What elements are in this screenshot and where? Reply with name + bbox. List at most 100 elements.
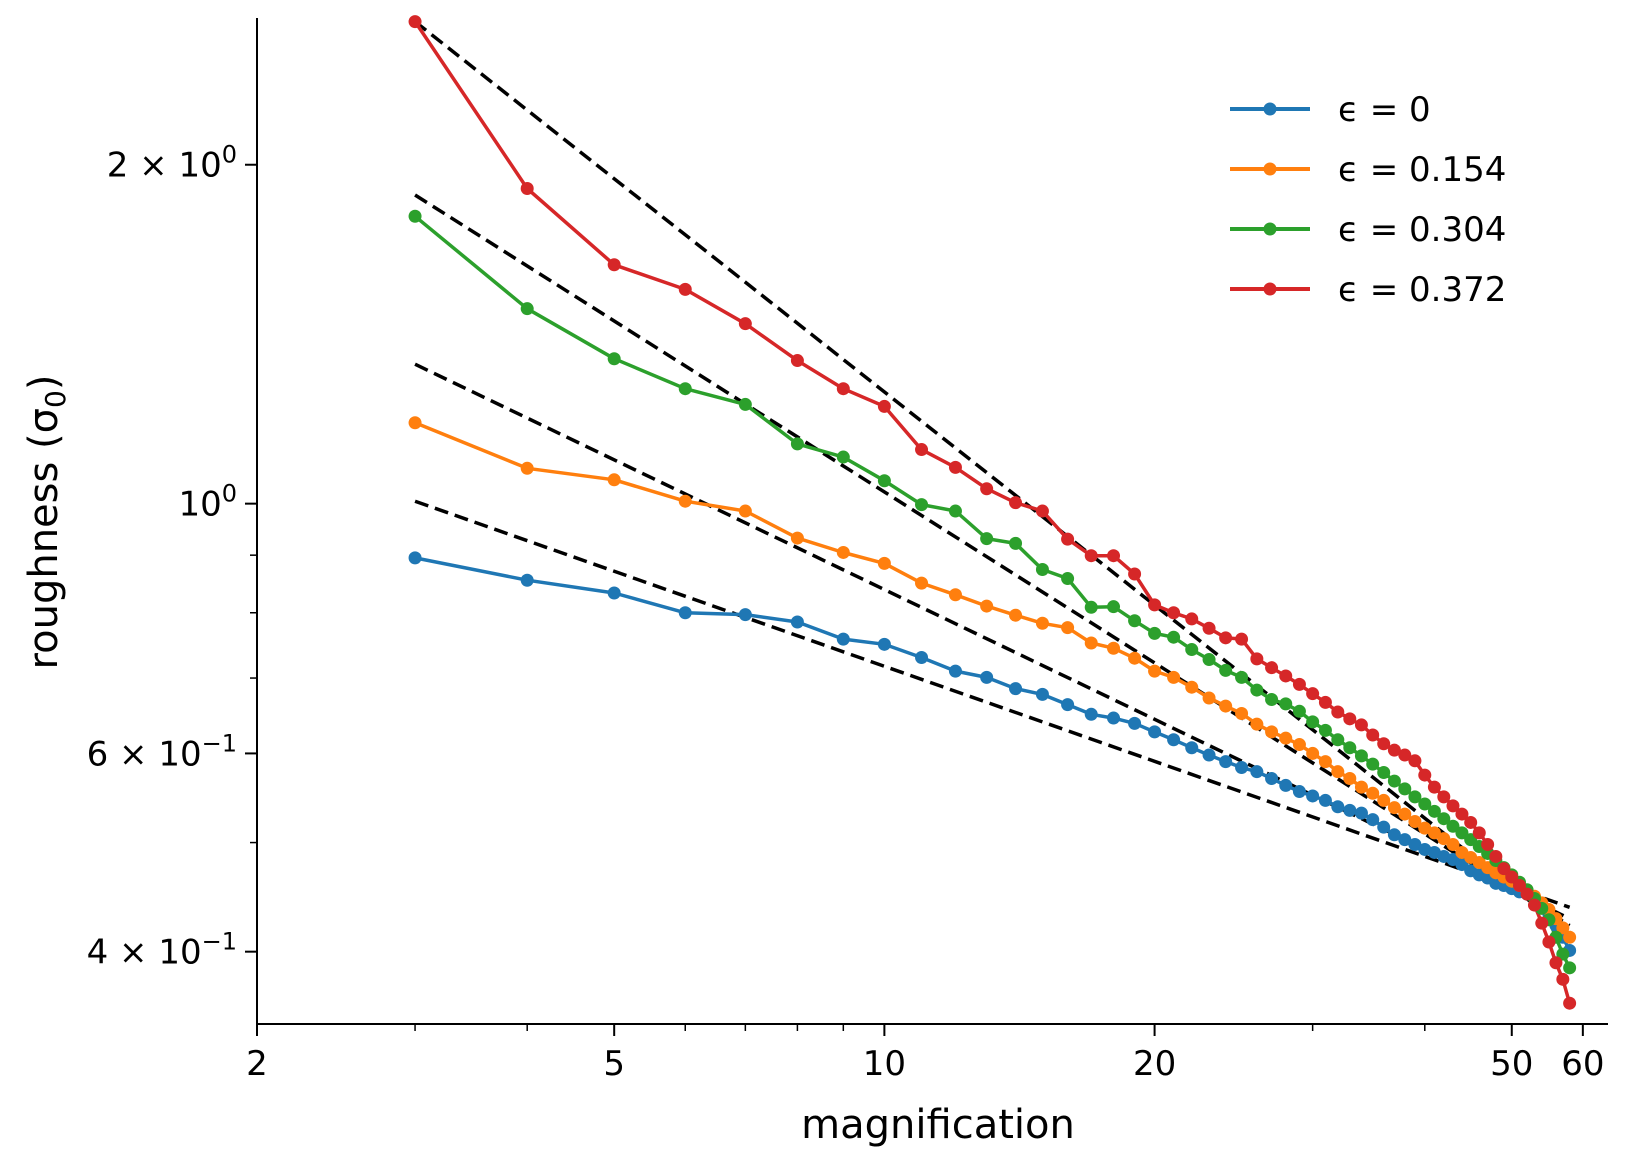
data-point (1009, 496, 1023, 510)
data-point (1505, 870, 1519, 884)
data-point (520, 573, 534, 587)
data-point (1250, 652, 1264, 666)
data-point (1387, 774, 1401, 788)
data-point (1265, 692, 1279, 706)
data-point (1185, 612, 1199, 626)
y-tick-label: 100 (178, 480, 237, 525)
data-point (877, 637, 891, 651)
data-point (1292, 785, 1306, 799)
data-point (1167, 606, 1181, 620)
data-point (1265, 725, 1279, 739)
data-point (1408, 838, 1422, 852)
legend-item-3: ϵ = 0.372 (1230, 270, 1506, 310)
data-point (1354, 749, 1368, 763)
data-point (915, 498, 929, 512)
data-point (1446, 819, 1460, 833)
fit-line-0 (414, 499, 1571, 909)
data-point (877, 399, 891, 413)
fit-line-2 (414, 193, 1571, 927)
data-point (1235, 670, 1249, 684)
data-point (1455, 807, 1469, 821)
data-point (836, 382, 850, 396)
data-point (1035, 616, 1049, 630)
data-point (1489, 849, 1503, 863)
data-point (678, 606, 692, 620)
legend-swatch-marker (1263, 222, 1277, 236)
data-point (948, 664, 962, 678)
data-point (1107, 711, 1121, 725)
series-markers-2 (408, 209, 1577, 975)
data-point (1418, 821, 1432, 835)
data-point (1148, 598, 1162, 612)
data-point (836, 632, 850, 646)
data-point (678, 282, 692, 296)
y-tick-label-exponent: −1 (202, 729, 237, 757)
data-point (738, 608, 752, 622)
y-tick-label: 4 × 10−1 (87, 928, 237, 973)
data-point (980, 599, 994, 613)
legend-label: ϵ = 0.154 (1338, 150, 1506, 190)
data-point (1343, 712, 1357, 726)
data-point (1084, 549, 1098, 563)
data-point (738, 397, 752, 411)
data-point (408, 551, 422, 565)
data-point (790, 531, 804, 545)
data-point (877, 556, 891, 570)
y-axis-title-close: ) (21, 375, 67, 391)
data-point (1235, 707, 1249, 721)
data-point (1279, 778, 1293, 792)
data-point (1061, 572, 1075, 586)
data-point (1387, 801, 1401, 815)
data-point (1009, 608, 1023, 622)
data-point (1250, 717, 1264, 731)
data-point (1009, 682, 1023, 696)
data-point (408, 209, 422, 223)
data-point (1167, 733, 1181, 747)
data-point (1387, 828, 1401, 842)
data-point (1377, 820, 1391, 834)
x-tick-label: 50 (1490, 1044, 1533, 1084)
data-point (1556, 921, 1570, 935)
data-point (1219, 631, 1233, 645)
data-point (1556, 972, 1570, 986)
legend-swatch-marker (1263, 102, 1277, 116)
x-tick-label: 20 (1133, 1044, 1176, 1084)
data-point (1185, 643, 1199, 657)
y-tick-label-exponent: 0 (222, 480, 237, 508)
data-point (1398, 782, 1412, 796)
data-point (1377, 737, 1391, 751)
data-point (1354, 718, 1368, 732)
data-point (1185, 741, 1199, 755)
data-point (1219, 755, 1233, 769)
data-point (1318, 755, 1332, 769)
data-point (915, 576, 929, 590)
data-point (790, 615, 804, 629)
fit-lines (413, 20, 1571, 934)
legend-swatch-marker (1263, 282, 1277, 296)
data-point (1366, 813, 1380, 827)
data-point (1331, 765, 1345, 779)
data-point (520, 461, 534, 475)
data-point (1235, 632, 1249, 646)
data-point (1202, 748, 1216, 762)
data-point (1279, 731, 1293, 745)
legend-label: ϵ = 0.304 (1338, 210, 1506, 250)
legend-label: ϵ = 0 (1338, 90, 1431, 130)
fit-line-3 (413, 20, 1571, 934)
y-tick-label: 6 × 10−1 (87, 729, 237, 774)
legend-label: ϵ = 0.372 (1338, 270, 1506, 310)
data-point (1107, 549, 1121, 563)
x-tick-label: 60 (1561, 1044, 1604, 1084)
data-point (1202, 653, 1216, 667)
data-point (948, 460, 962, 474)
y-tick-label-base: 2 × 10 (107, 146, 222, 186)
data-point (790, 354, 804, 368)
data-point (408, 416, 422, 430)
data-point (1542, 935, 1556, 949)
data-point (1331, 705, 1345, 719)
data-point (1398, 748, 1412, 762)
data-point (1128, 567, 1142, 581)
data-point (877, 474, 891, 488)
